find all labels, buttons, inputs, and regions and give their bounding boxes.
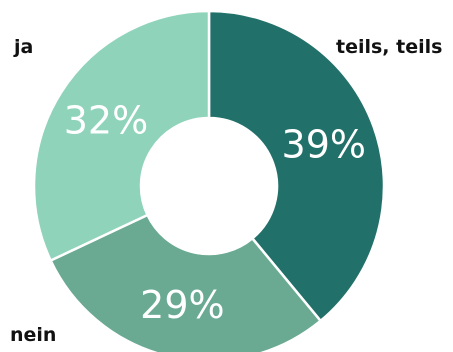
value-label-teils-teils: 39% xyxy=(282,123,366,167)
slice-ja xyxy=(32,9,211,263)
donut-slices xyxy=(32,9,386,352)
slice-nein xyxy=(48,213,323,352)
value-label-ja: 32% xyxy=(64,99,148,143)
slice-teils-teils xyxy=(207,9,386,323)
category-label-nein: nein xyxy=(10,324,57,346)
value-label-nein: 29% xyxy=(140,283,224,327)
slice-value-labels: 39% 29% 32% xyxy=(64,99,366,327)
category-label-ja: ja xyxy=(14,36,34,58)
category-label-teils-teils: teils, teils xyxy=(336,36,443,58)
